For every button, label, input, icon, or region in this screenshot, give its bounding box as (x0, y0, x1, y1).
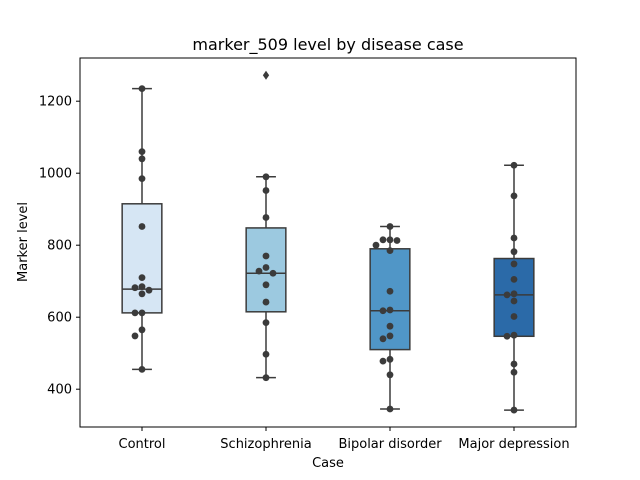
data-point (510, 297, 518, 305)
data-point (262, 281, 270, 289)
chart-title: marker_509 level by disease case (192, 35, 463, 55)
data-point (386, 287, 394, 295)
data-point (386, 247, 394, 255)
data-point (386, 405, 394, 413)
data-point (503, 332, 511, 340)
data-point (145, 286, 153, 294)
data-point (138, 155, 146, 163)
data-point (510, 360, 518, 368)
data-point (131, 284, 139, 292)
data-point (379, 335, 387, 343)
data-point (269, 269, 277, 277)
data-point (510, 161, 518, 169)
data-point (262, 214, 270, 221)
data-point (510, 368, 518, 376)
x-tick-label: Major depression (458, 437, 569, 452)
data-point (379, 236, 387, 244)
data-point (262, 298, 270, 306)
data-point (386, 306, 394, 314)
plot-frame (79, 57, 577, 428)
data-point (510, 406, 518, 414)
data-point (386, 322, 394, 330)
data-point (510, 260, 518, 268)
data-point (138, 274, 146, 281)
box-group-major-depression (493, 164, 535, 411)
data-point (386, 236, 394, 244)
data-point (131, 332, 139, 340)
data-point (510, 331, 518, 339)
y-tick-label: 800 (47, 239, 72, 254)
x-axis: Control Schizophrenia Bipolar disorder Majo… (119, 427, 570, 452)
data-point (138, 290, 146, 298)
box-group-schizophrenia (245, 70, 287, 379)
data-point (138, 326, 146, 334)
y-tick-label: 1200 (39, 95, 72, 110)
x-tick-label: Bipolar disorder (338, 437, 442, 452)
data-point (503, 291, 511, 299)
data-point (255, 267, 263, 275)
data-point (510, 192, 518, 200)
data-point (372, 241, 380, 249)
data-point (138, 223, 146, 230)
plot-area (121, 70, 535, 414)
data-point (386, 355, 394, 363)
data-point (379, 307, 387, 315)
data-point (262, 319, 270, 326)
data-point (262, 173, 270, 181)
x-axis-label: Case (312, 456, 344, 471)
data-point (138, 85, 146, 92)
x-tick-label: Schizophrenia (220, 437, 311, 452)
box-iqr (493, 257, 535, 338)
data-point (379, 357, 387, 365)
swarm-points-schizophrenia (255, 173, 277, 382)
outlier-marker (262, 70, 270, 80)
data-point (510, 276, 518, 283)
data-point (262, 264, 270, 271)
data-point (386, 332, 394, 340)
x-tick-label: Control (119, 437, 166, 452)
data-point (510, 290, 518, 298)
data-point (138, 283, 146, 290)
data-point (386, 223, 394, 230)
y-tick-label: 1000 (39, 167, 72, 182)
data-point (393, 237, 401, 244)
data-point (262, 350, 270, 358)
data-point (138, 175, 146, 183)
data-point (386, 371, 394, 379)
data-point (138, 309, 146, 317)
y-axis-label: Marker level (16, 202, 31, 282)
y-tick-label: 600 (47, 311, 72, 326)
data-point (262, 252, 270, 260)
swarm-points-major-depression (503, 161, 518, 414)
data-point (138, 148, 146, 156)
data-point (510, 248, 518, 256)
data-point (138, 366, 146, 373)
data-point (510, 313, 518, 320)
swarm-points-control (131, 85, 153, 373)
data-point (262, 187, 270, 194)
data-point (510, 234, 518, 242)
swarm-points-bipolar-disorder (372, 223, 401, 413)
y-tick-label: 400 (47, 383, 72, 398)
y-axis: 400 600 800 1000 1200 (39, 95, 80, 398)
data-point (131, 309, 139, 317)
data-point (262, 374, 270, 382)
